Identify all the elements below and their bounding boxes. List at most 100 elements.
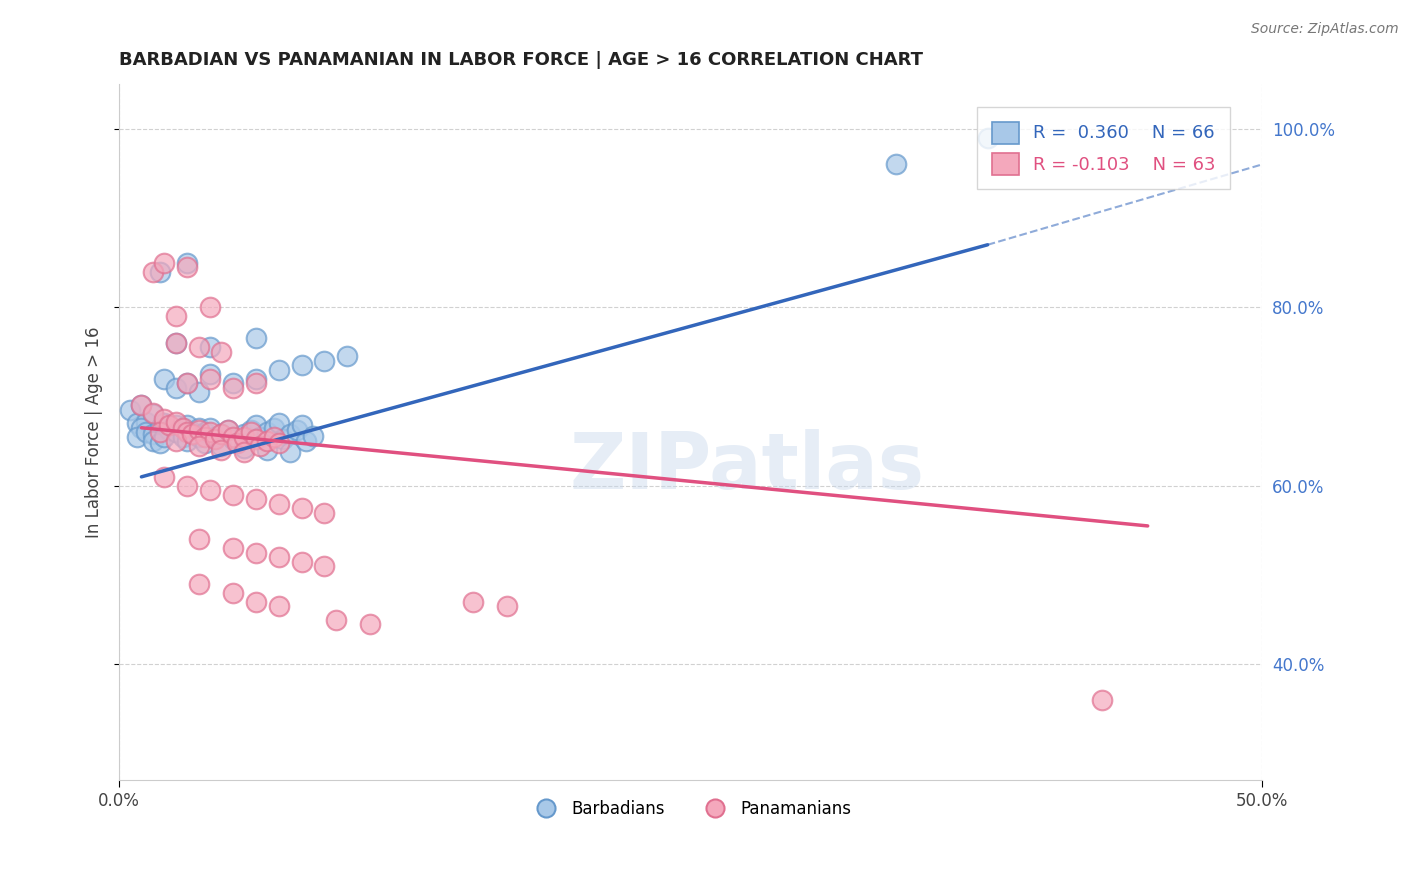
Point	[267, 599, 290, 614]
Point	[187, 385, 209, 400]
Point	[125, 430, 148, 444]
Point	[198, 425, 221, 440]
Text: BARBADIAN VS PANAMANIAN IN LABOR FORCE | AGE > 16 CORRELATION CHART: BARBADIAN VS PANAMANIAN IN LABOR FORCE |…	[118, 51, 922, 69]
Point	[226, 436, 249, 450]
Point	[153, 412, 176, 426]
Point	[165, 415, 187, 429]
Point	[295, 434, 318, 449]
Point	[176, 376, 198, 391]
Point	[267, 436, 290, 450]
Point	[976, 130, 998, 145]
Point	[217, 424, 239, 438]
Point	[217, 424, 239, 438]
Point	[187, 439, 209, 453]
Point	[267, 550, 290, 565]
Point	[245, 595, 267, 609]
Point	[222, 488, 245, 502]
Point	[165, 434, 187, 449]
Point	[194, 436, 217, 450]
Point	[180, 427, 202, 442]
Point	[245, 372, 267, 386]
Point	[165, 418, 187, 433]
Point	[211, 427, 233, 442]
Point	[256, 434, 278, 449]
Point	[204, 430, 226, 444]
Point	[267, 363, 290, 377]
Point	[135, 415, 157, 429]
Point	[187, 577, 209, 591]
Point	[142, 434, 165, 449]
Legend: Barbadians, Panamanians: Barbadians, Panamanians	[523, 793, 858, 824]
Point	[240, 424, 263, 438]
Point	[233, 430, 256, 444]
Point	[233, 427, 256, 442]
Point	[245, 331, 267, 345]
Point	[135, 425, 157, 440]
Point	[165, 309, 187, 323]
Point	[187, 340, 209, 354]
Point	[153, 430, 176, 444]
Point	[222, 381, 245, 395]
Point	[222, 586, 245, 600]
Point	[211, 427, 233, 442]
Point	[187, 430, 209, 444]
Point	[314, 506, 336, 520]
Point	[176, 425, 198, 440]
Point	[198, 300, 221, 314]
Point	[149, 436, 172, 450]
Point	[142, 264, 165, 278]
Point	[118, 403, 141, 417]
Point	[172, 421, 194, 435]
Point	[263, 421, 285, 435]
Point	[267, 417, 290, 431]
Point	[285, 424, 308, 438]
Point	[176, 434, 198, 449]
Point	[222, 433, 245, 447]
Point	[359, 617, 381, 632]
Point	[211, 439, 233, 453]
Point	[142, 406, 165, 420]
Point	[149, 421, 172, 435]
Point	[198, 372, 221, 386]
Point	[172, 430, 194, 444]
Point	[256, 443, 278, 458]
Point	[131, 399, 153, 413]
Point	[187, 424, 209, 438]
Point	[194, 430, 217, 444]
Point	[149, 264, 172, 278]
Point	[222, 376, 245, 391]
Point	[153, 372, 176, 386]
Point	[153, 255, 176, 269]
Text: ZIPatlas: ZIPatlas	[569, 429, 925, 505]
Point	[314, 559, 336, 574]
Point	[336, 349, 359, 363]
Point	[211, 344, 233, 359]
Point	[176, 255, 198, 269]
Point	[245, 492, 267, 507]
Point	[165, 335, 187, 350]
Point	[176, 376, 198, 391]
Point	[222, 430, 245, 444]
Point	[256, 425, 278, 440]
Point	[245, 418, 267, 433]
Point	[198, 483, 221, 498]
Point	[142, 408, 165, 422]
Point	[165, 335, 187, 350]
Point	[142, 427, 165, 442]
Point	[125, 417, 148, 431]
Point	[278, 427, 301, 442]
Point	[131, 399, 153, 413]
Point	[180, 425, 202, 440]
Point	[153, 417, 176, 431]
Point	[176, 479, 198, 493]
Point	[233, 445, 256, 459]
Point	[157, 424, 180, 438]
Point	[157, 418, 180, 433]
Point	[187, 421, 209, 435]
Point	[290, 418, 312, 433]
Point	[271, 433, 294, 447]
Point	[240, 425, 263, 440]
Point	[496, 599, 519, 614]
Point	[245, 546, 267, 560]
Point	[249, 430, 271, 444]
